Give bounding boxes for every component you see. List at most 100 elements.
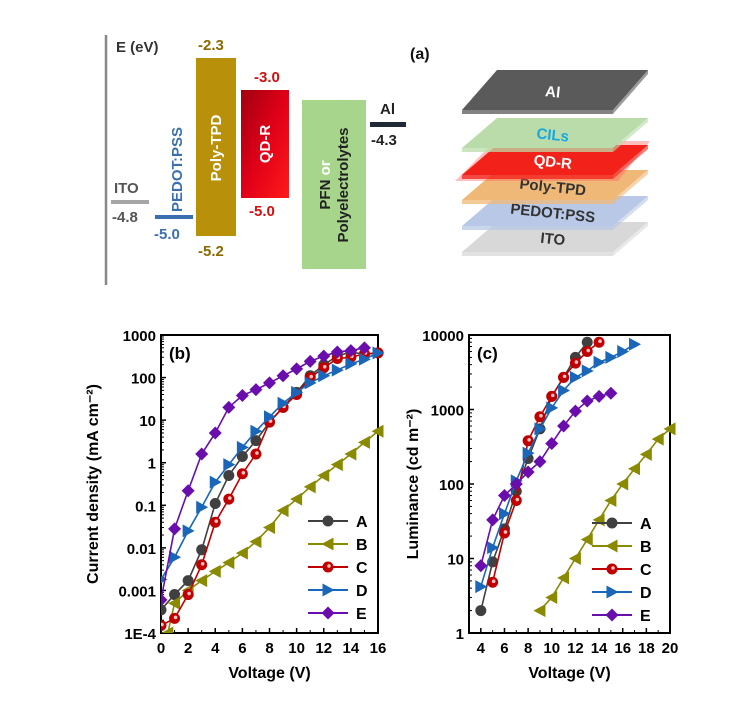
data-point	[580, 394, 594, 408]
x-tick-label: 16	[614, 640, 631, 657]
data-point	[196, 500, 209, 514]
data-point	[169, 550, 182, 564]
energy-axis-label: E (eV)	[116, 39, 159, 56]
data-point	[249, 383, 263, 397]
qdr-top-value: -3.0	[254, 69, 280, 86]
legend-label: B	[640, 539, 652, 556]
x-tick-label: 8	[265, 640, 273, 657]
data-point	[497, 489, 511, 503]
series-line	[161, 347, 365, 601]
series-line	[491, 341, 600, 583]
legend-item-B: B	[308, 537, 368, 554]
x-tick-label: 2	[184, 640, 192, 657]
x-tick-label: 14	[591, 640, 608, 657]
x-tick-label: 14	[343, 640, 360, 657]
series-E	[161, 341, 371, 607]
data-point	[263, 376, 276, 390]
legend-marker	[606, 517, 618, 529]
legend-item-E: E	[592, 608, 651, 625]
marker-highlight	[161, 622, 164, 627]
data-point	[545, 590, 558, 604]
data-point	[521, 465, 535, 479]
legend-label: B	[356, 537, 368, 554]
x-tick-label: 4	[477, 640, 486, 657]
al-level	[370, 122, 406, 127]
y-tick-label: 0.01	[127, 541, 156, 558]
marker-highlight	[598, 339, 602, 344]
stack-layer-label: Poly-TPD	[519, 176, 587, 200]
y-tick-label: 1000	[431, 403, 464, 420]
data-point	[568, 404, 582, 418]
y-tick-label: 1	[456, 626, 464, 643]
y-tick-label: 1	[148, 456, 156, 473]
data-point	[344, 344, 358, 358]
data-point	[345, 357, 358, 371]
x-tick-label: 10	[288, 640, 305, 657]
data-point	[605, 350, 618, 364]
data-point	[568, 552, 581, 565]
y-tick-label: 100	[439, 477, 464, 494]
data-point	[558, 383, 571, 397]
al-value: -4.3	[371, 132, 397, 149]
data-point	[263, 521, 275, 535]
data-point	[276, 504, 289, 518]
x-axis-label: Voltage (V)	[228, 665, 310, 682]
marker-highlight	[527, 438, 531, 442]
series-D	[161, 346, 385, 584]
legend-item-A: A	[308, 514, 368, 531]
series-C	[487, 336, 605, 588]
qdr-band	[241, 90, 289, 198]
marker-highlight	[550, 393, 555, 398]
x-tick-label: 6	[500, 640, 508, 657]
data-point	[557, 419, 571, 433]
data-point	[628, 462, 641, 476]
data-point	[249, 535, 262, 549]
marker-highlight	[309, 374, 313, 379]
data-point	[616, 477, 629, 491]
data-point	[161, 604, 167, 616]
x-tick-label: 16	[370, 640, 387, 657]
data-point	[236, 440, 249, 454]
data-point	[581, 364, 594, 378]
data-point	[209, 498, 221, 510]
marker-highlight	[241, 470, 246, 475]
y-tick-label: 0.001	[118, 583, 156, 600]
data-point	[639, 447, 652, 461]
qdr-bottom-value: -5.0	[249, 203, 275, 220]
data-point	[474, 559, 488, 573]
marker-highlight	[173, 615, 178, 620]
chart-luminance: 4 6 8 10 12 14 16 18 20 1 10 100 1000 10000 Voltage (V…	[405, 328, 678, 682]
y-tick-label: 0.1	[135, 498, 156, 515]
data-point	[195, 447, 209, 461]
y-tick-label: 100	[131, 371, 156, 388]
series-line	[161, 351, 379, 611]
x-tick-label: 8	[524, 640, 532, 657]
marker-highlight	[327, 564, 331, 568]
marker-highlight	[322, 364, 327, 369]
data-point	[557, 571, 570, 585]
stack-layer-label: ITO	[540, 230, 567, 250]
legend-item-B: B	[592, 539, 652, 556]
series-D	[475, 337, 642, 594]
data-point	[663, 422, 676, 436]
marker-highlight	[187, 591, 191, 596]
data-point	[533, 455, 547, 469]
legend-marker	[605, 539, 618, 553]
legend-item-D: D	[308, 583, 368, 600]
y-tick-label: 10	[139, 413, 156, 430]
data-point	[195, 574, 208, 588]
data-point	[533, 604, 546, 618]
polytpd-top-value: -2.3	[198, 37, 224, 54]
legend-marker	[321, 606, 335, 620]
data-point	[486, 513, 500, 527]
polytpd-bottom-value: -5.2	[198, 243, 224, 260]
legend-label: D	[356, 583, 368, 600]
data-point	[522, 446, 535, 460]
data-point	[330, 458, 343, 472]
data-point	[629, 337, 642, 351]
y-tick-label: 1E-4	[124, 626, 156, 643]
x-tick-label: 0	[157, 640, 165, 657]
x-tick-label: 12	[567, 640, 584, 657]
legend-marker	[321, 537, 334, 551]
